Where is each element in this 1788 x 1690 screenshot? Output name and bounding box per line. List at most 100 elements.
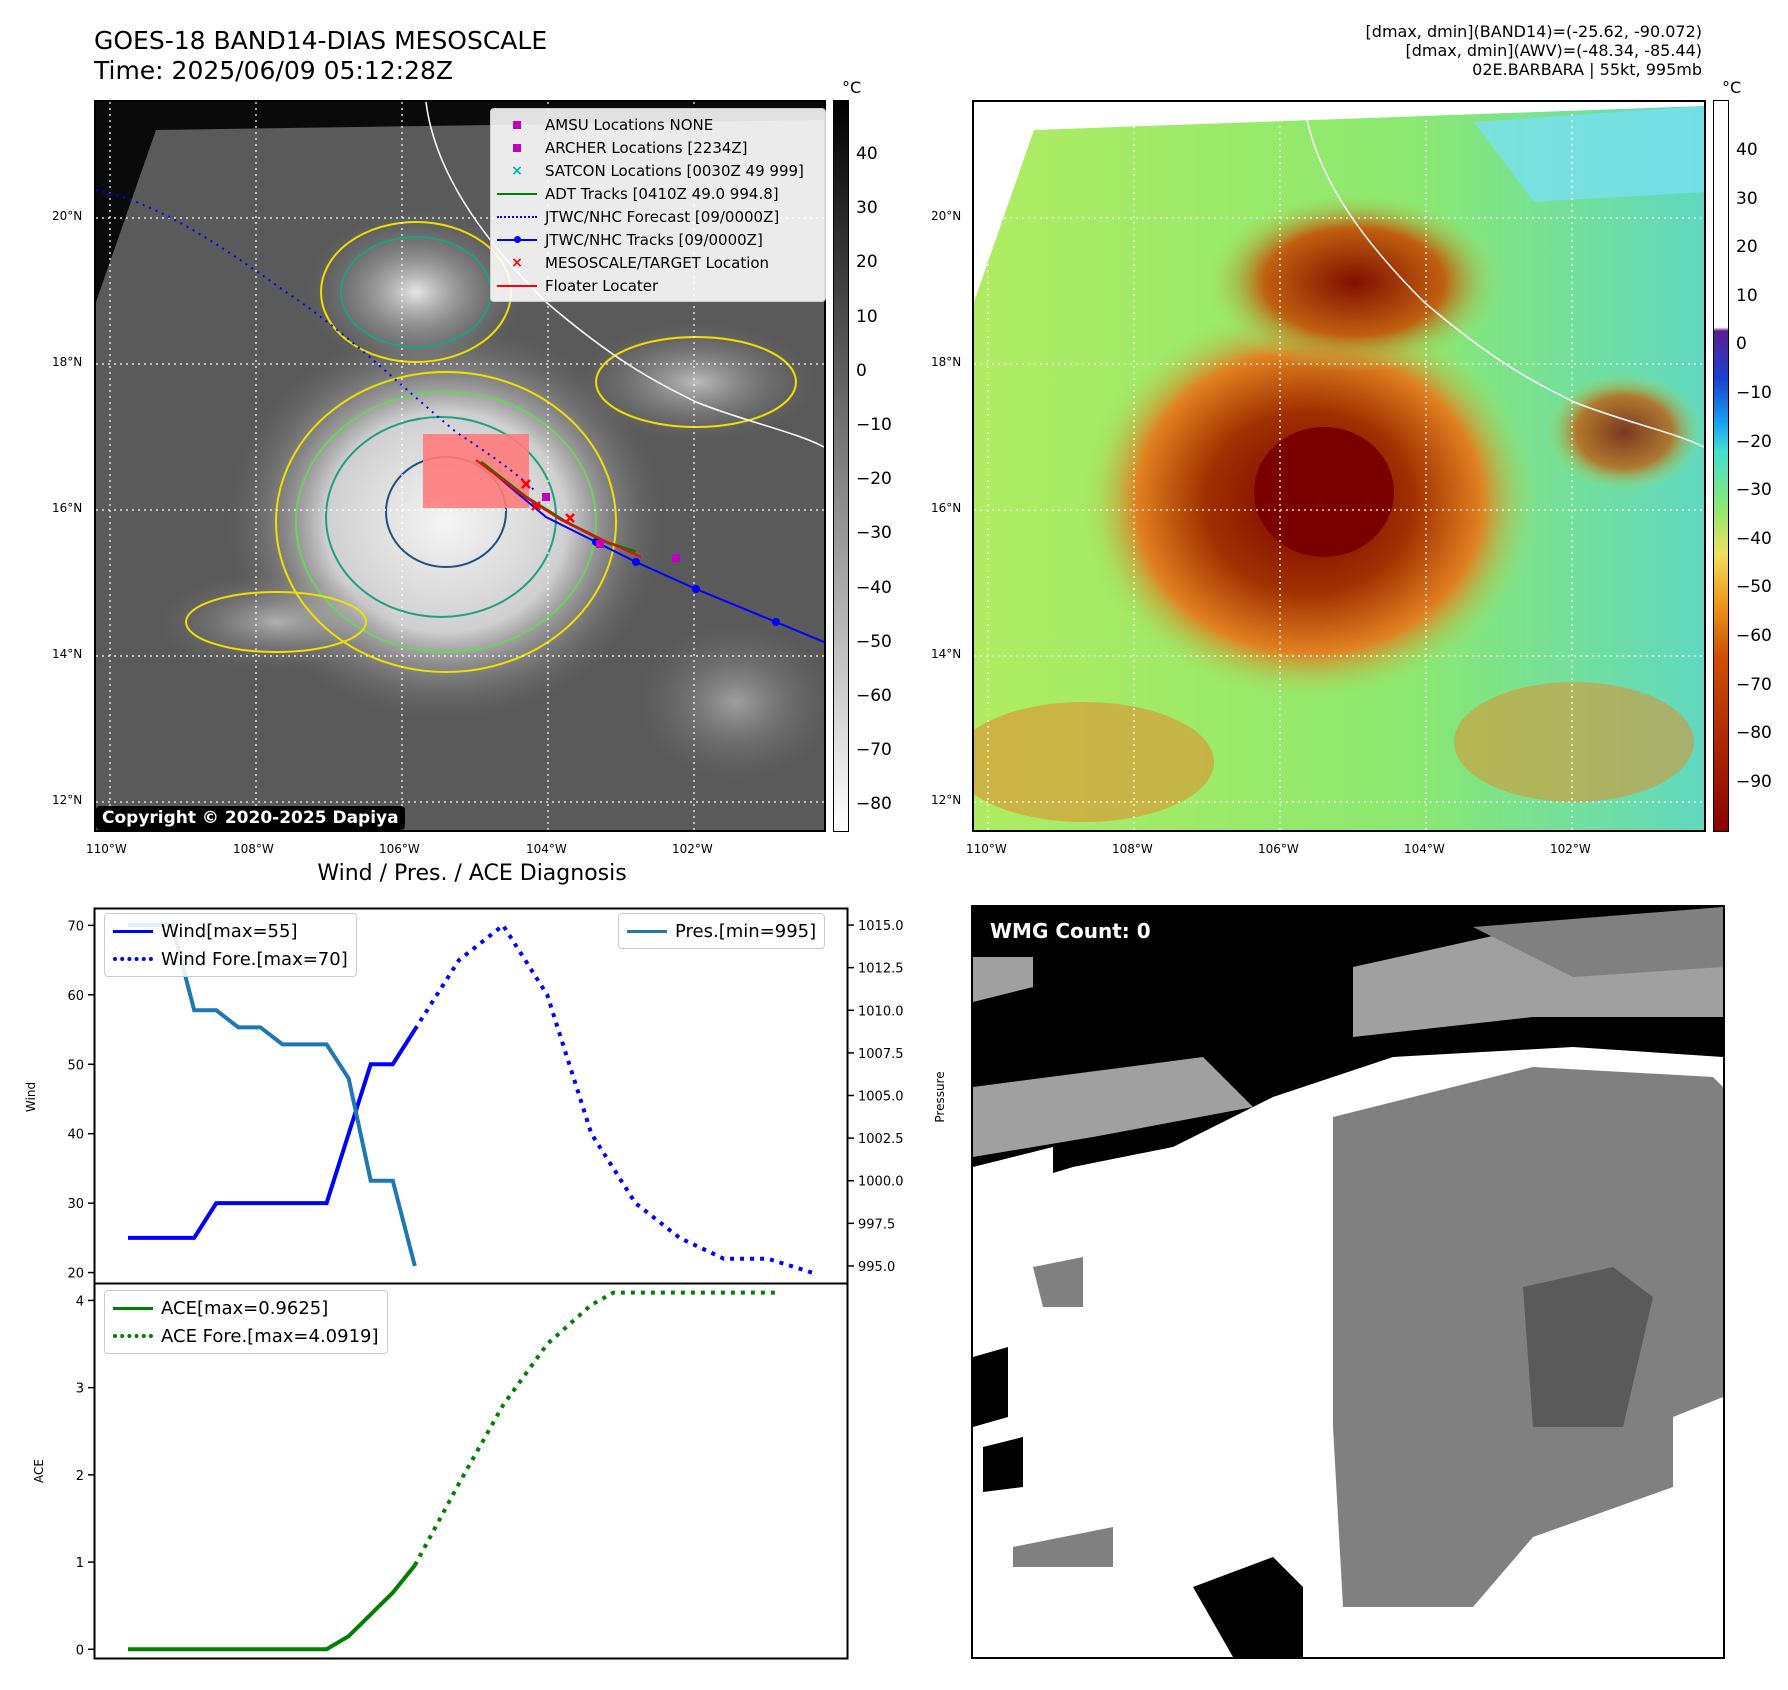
lon-label: 108°W	[1112, 842, 1153, 856]
legend-label: ACE Fore.[max=4.0919]	[161, 1325, 379, 1347]
lon-label: 104°W	[1404, 842, 1445, 856]
legend-item-mesoscale: × MESOSCALE/TARGET Location	[497, 251, 819, 274]
lat-label: 20°N	[52, 209, 83, 223]
legend-label: JTWC/NHC Tracks [09/0000Z]	[545, 230, 763, 249]
colorbar-tick-label: −60	[856, 686, 892, 706]
pressure-tick-label: 997.5	[858, 1217, 895, 1232]
legend-label: ARCHER Locations [2234Z]	[545, 138, 748, 157]
legend-ace: ACE[max=0.9625]	[113, 1294, 379, 1322]
solid-line-icon	[627, 924, 667, 938]
diagnosis-title: Wind / Pres. / ACE Diagnosis	[317, 861, 627, 886]
colorbar-tick-label: 10	[856, 306, 878, 327]
lon-label: 102°W	[672, 842, 713, 856]
ace-tick-label: 0	[76, 1643, 84, 1658]
colorbar-tick-label: −60	[1736, 626, 1772, 646]
lat-label: 16°N	[52, 501, 83, 515]
stats-awv: [dmax, dmin](AWV)=(-48.34, -85.44)	[1405, 41, 1702, 60]
ace-series-line	[128, 1564, 417, 1652]
legend-label: SATCON Locations [0030Z 49 999]	[545, 161, 804, 180]
legend-item-satcon: × SATCON Locations [0030Z 49 999]	[497, 159, 819, 182]
figure-title: GOES-18 BAND14-DIAS MESOSCALE	[94, 26, 548, 55]
colorbar-tick-label: 40	[1736, 140, 1758, 160]
legend-wind: Wind[max=55]	[113, 917, 348, 945]
map-legend: AMSU Locations NONE ARCHER Locations [22…	[490, 108, 826, 302]
wind-tick-label: 50	[67, 1058, 84, 1073]
legend-label: ACE[max=0.9625]	[161, 1297, 329, 1319]
legend-label: Pres.[min=995]	[675, 920, 817, 942]
dotted-line-icon	[113, 952, 153, 966]
awv-map-panel	[972, 100, 1706, 832]
colorbar-tick-label: −50	[856, 631, 892, 652]
line-marker-icon	[497, 187, 537, 201]
dotted-line-icon	[497, 210, 537, 224]
lat-label: 14°N	[931, 647, 962, 661]
line-marker-icon	[497, 279, 537, 293]
colorbar-tick-label: −20	[856, 469, 892, 490]
pressure-tick-label: 1015.0	[858, 919, 904, 934]
x-marker-icon: ×	[511, 254, 523, 271]
colorbar-tick-label: −50	[1736, 577, 1772, 598]
dotted-line-icon	[113, 1329, 153, 1343]
pressure-legend: Pres.[min=995]	[618, 913, 826, 949]
ace-axis-label: ACE	[32, 1459, 46, 1483]
colorbar-gray	[833, 100, 849, 832]
pressure-tick-label: 1002.5	[858, 1132, 904, 1147]
colorbar-tick-label: −70	[1736, 674, 1772, 695]
lat-label: 18°N	[52, 355, 83, 369]
ace-tick-label: 4	[76, 1294, 84, 1309]
wind-tick-label: 60	[67, 989, 84, 1004]
ace-tick-label: 1	[76, 1556, 84, 1571]
wind-legend: Wind[max=55] Wind Fore.[max=70]	[104, 913, 357, 977]
lat-label: 16°N	[931, 501, 962, 515]
lat-label: 18°N	[931, 355, 962, 369]
lat-label: 12°N	[931, 793, 962, 807]
lat-label: 12°N	[52, 793, 83, 807]
wind-tick-label: 30	[67, 1197, 84, 1212]
ace-forecast-series-line	[413, 1290, 779, 1567]
lon-label: 110°W	[966, 842, 1007, 856]
wind-axis-label: Wind	[24, 1082, 38, 1112]
lat-label: 14°N	[52, 647, 83, 661]
colorbar-tick-label: 0	[856, 360, 867, 381]
ace-tick-label: 3	[76, 1382, 84, 1397]
colorbar-tick-label: 40	[856, 144, 878, 164]
legend-label: Floater Locater	[545, 276, 659, 295]
wmg-panel	[971, 905, 1725, 1659]
ace-legend: ACE[max=0.9625] ACE Fore.[max=4.0919]	[104, 1290, 388, 1354]
colorbar-tick-label: −40	[856, 577, 892, 598]
square-marker-icon	[497, 118, 537, 132]
pressure-tick-label: 995.0	[858, 1260, 895, 1275]
line-dot-icon	[497, 233, 537, 247]
legend-label: MESOSCALE/TARGET Location	[545, 253, 770, 272]
stats-band14: [dmax, dmin](BAND14)=(-25.62, -90.072)	[1365, 22, 1702, 41]
stats-block: [dmax, dmin](BAND14)=(-25.62, -90.072) […	[1102, 22, 1702, 79]
legend-item-floater: Floater Locater	[497, 274, 819, 297]
wind-forecast-series-line	[413, 922, 813, 1275]
ace-tick-label: 2	[76, 1469, 84, 1484]
legend-item-amsu: AMSU Locations NONE	[497, 113, 819, 136]
pressure-tick-label: 1000.0	[858, 1175, 904, 1190]
awv-map-image	[974, 102, 1704, 830]
colorbar-tick-label: −80	[1736, 723, 1772, 744]
lon-label: 104°W	[526, 842, 567, 856]
lon-label: 106°W	[379, 842, 420, 856]
legend-label: Wind[max=55]	[161, 920, 298, 942]
pressure-tick-label: 1010.0	[858, 1004, 904, 1019]
stats-storm: 02E.BARBARA | 55kt, 995mb	[1472, 60, 1702, 79]
colorbar-tick-label: −30	[1736, 480, 1772, 501]
legend-label: Wind Fore.[max=70]	[161, 948, 348, 970]
wind-series-line	[128, 1028, 417, 1240]
lon-label: 102°W	[1550, 842, 1591, 856]
colorbar-tick-label: −30	[856, 523, 892, 544]
solid-line-icon	[113, 1301, 153, 1315]
colorbar-tick-label: 30	[1736, 188, 1758, 209]
colorbar-tick-label: 20	[1736, 237, 1758, 258]
wmg-image	[973, 907, 1723, 1657]
pressure-tick-label: 1007.5	[858, 1047, 904, 1062]
colorbar-tick-label: −10	[1736, 383, 1772, 403]
legend-wind-forecast: Wind Fore.[max=70]	[113, 945, 348, 973]
colorbar-tick-label: −70	[856, 740, 892, 761]
colorbar-tick-label: 30	[856, 198, 878, 219]
wind-tick-label: 70	[67, 919, 84, 934]
